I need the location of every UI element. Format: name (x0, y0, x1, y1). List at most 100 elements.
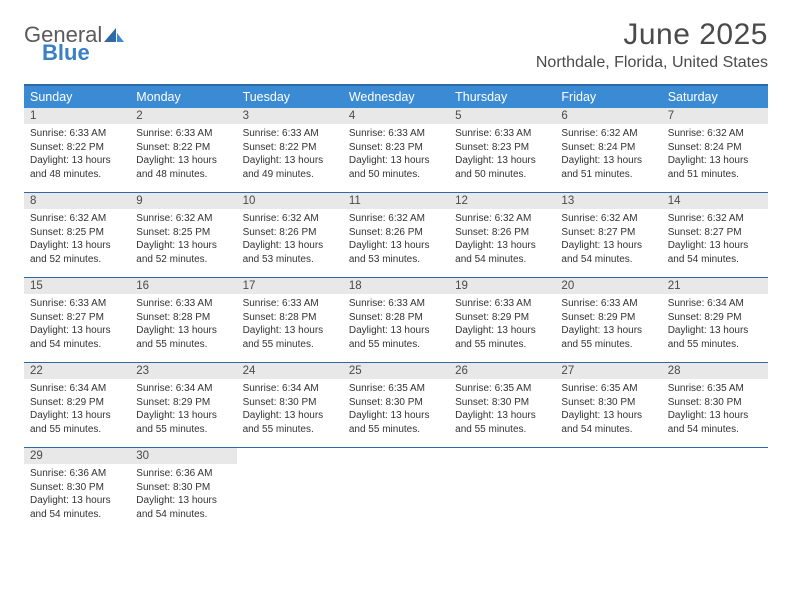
day-cell: 25Sunrise: 6:35 AMSunset: 8:30 PMDayligh… (343, 363, 449, 447)
week-row: 15Sunrise: 6:33 AMSunset: 8:27 PMDayligh… (24, 278, 768, 363)
day-cell: 26Sunrise: 6:35 AMSunset: 8:30 PMDayligh… (449, 363, 555, 447)
day-data: Sunrise: 6:32 AMSunset: 8:27 PMDaylight:… (662, 209, 768, 272)
day-cell: 3Sunrise: 6:33 AMSunset: 8:22 PMDaylight… (237, 108, 343, 192)
logo-sail-icon (104, 24, 124, 46)
sunset-text: Sunset: 8:28 PM (243, 311, 337, 325)
day-number: 13 (555, 193, 661, 209)
day-cell: 14Sunrise: 6:32 AMSunset: 8:27 PMDayligh… (662, 193, 768, 277)
day-data: Sunrise: 6:34 AMSunset: 8:29 PMDaylight:… (24, 379, 130, 442)
sunrise-text: Sunrise: 6:32 AM (561, 127, 655, 141)
day-data: Sunrise: 6:33 AMSunset: 8:29 PMDaylight:… (555, 294, 661, 357)
sunset-text: Sunset: 8:28 PM (136, 311, 230, 325)
day-number: 3 (237, 108, 343, 124)
sunset-text: Sunset: 8:30 PM (561, 396, 655, 410)
day-cell: 20Sunrise: 6:33 AMSunset: 8:29 PMDayligh… (555, 278, 661, 362)
day-data: Sunrise: 6:32 AMSunset: 8:27 PMDaylight:… (555, 209, 661, 272)
day-number: 5 (449, 108, 555, 124)
day-cell: 12Sunrise: 6:32 AMSunset: 8:26 PMDayligh… (449, 193, 555, 277)
day-cell: 28Sunrise: 6:35 AMSunset: 8:30 PMDayligh… (662, 363, 768, 447)
sunrise-text: Sunrise: 6:32 AM (668, 127, 762, 141)
sunset-text: Sunset: 8:26 PM (349, 226, 443, 240)
day-number: 16 (130, 278, 236, 294)
day-cell (662, 448, 768, 532)
day-data: Sunrise: 6:36 AMSunset: 8:30 PMDaylight:… (24, 464, 130, 527)
day-number: 9 (130, 193, 236, 209)
daylight-text: Daylight: 13 hours and 48 minutes. (136, 154, 230, 181)
sunrise-text: Sunrise: 6:34 AM (136, 382, 230, 396)
sunrise-text: Sunrise: 6:34 AM (30, 382, 124, 396)
day-data: Sunrise: 6:32 AMSunset: 8:24 PMDaylight:… (555, 124, 661, 187)
daylight-text: Daylight: 13 hours and 50 minutes. (455, 154, 549, 181)
sunrise-text: Sunrise: 6:36 AM (136, 467, 230, 481)
day-data: Sunrise: 6:32 AMSunset: 8:26 PMDaylight:… (237, 209, 343, 272)
daylight-text: Daylight: 13 hours and 55 minutes. (349, 409, 443, 436)
daylight-text: Daylight: 13 hours and 55 minutes. (455, 324, 549, 351)
daylight-text: Daylight: 13 hours and 55 minutes. (136, 324, 230, 351)
day-cell: 10Sunrise: 6:32 AMSunset: 8:26 PMDayligh… (237, 193, 343, 277)
day-data: Sunrise: 6:32 AMSunset: 8:26 PMDaylight:… (449, 209, 555, 272)
day-cell: 5 Sunrise: 6:33 AMSunset: 8:23 PMDaylight… (449, 108, 555, 192)
day-cell: 19Sunrise: 6:33 AMSunset: 8:29 PMDayligh… (449, 278, 555, 362)
day-number: 30 (130, 448, 236, 464)
day-cell (343, 448, 449, 532)
day-number: 19 (449, 278, 555, 294)
daylight-text: Daylight: 13 hours and 54 minutes. (30, 324, 124, 351)
sunset-text: Sunset: 8:22 PM (30, 141, 124, 155)
sunrise-text: Sunrise: 6:32 AM (136, 212, 230, 226)
day-number: 14 (662, 193, 768, 209)
day-number: 11 (343, 193, 449, 209)
day-number: 6 (555, 108, 661, 124)
day-number: 20 (555, 278, 661, 294)
day-cell: 24Sunrise: 6:34 AMSunset: 8:30 PMDayligh… (237, 363, 343, 447)
sunset-text: Sunset: 8:29 PM (561, 311, 655, 325)
week-row: 1Sunrise: 6:33 AMSunset: 8:22 PMDaylight… (24, 108, 768, 193)
day-data: Sunrise: 6:33 AMSunset: 8:22 PMDaylight:… (130, 124, 236, 187)
weekday-label: Sunday (24, 86, 130, 108)
day-number: 8 (24, 193, 130, 209)
sunset-text: Sunset: 8:23 PM (349, 141, 443, 155)
sunrise-text: Sunrise: 6:33 AM (455, 127, 549, 141)
day-number: 18 (343, 278, 449, 294)
day-cell: 30Sunrise: 6:36 AMSunset: 8:30 PMDayligh… (130, 448, 236, 532)
sunset-text: Sunset: 8:23 PM (455, 141, 549, 155)
sunrise-text: Sunrise: 6:33 AM (30, 297, 124, 311)
sunrise-text: Sunrise: 6:35 AM (668, 382, 762, 396)
day-cell: 9Sunrise: 6:32 AMSunset: 8:25 PMDaylight… (130, 193, 236, 277)
day-cell: 6Sunrise: 6:32 AMSunset: 8:24 PMDaylight… (555, 108, 661, 192)
day-data: Sunrise: 6:35 AMSunset: 8:30 PMDaylight:… (449, 379, 555, 442)
daylight-text: Daylight: 13 hours and 55 minutes. (30, 409, 124, 436)
day-cell: 29Sunrise: 6:36 AMSunset: 8:30 PMDayligh… (24, 448, 130, 532)
sunrise-text: Sunrise: 6:33 AM (136, 127, 230, 141)
day-cell: 18Sunrise: 6:33 AMSunset: 8:28 PMDayligh… (343, 278, 449, 362)
day-data: Sunrise: 6:36 AMSunset: 8:30 PMDaylight:… (130, 464, 236, 527)
day-cell (237, 448, 343, 532)
day-data: Sunrise: 6:33 AMSunset: 8:28 PMDaylight:… (237, 294, 343, 357)
day-number: 25 (343, 363, 449, 379)
weekday-label: Saturday (662, 86, 768, 108)
sunrise-text: Sunrise: 6:33 AM (561, 297, 655, 311)
sunset-text: Sunset: 8:30 PM (136, 481, 230, 495)
day-cell: 21Sunrise: 6:34 AMSunset: 8:29 PMDayligh… (662, 278, 768, 362)
day-cell: 15Sunrise: 6:33 AMSunset: 8:27 PMDayligh… (24, 278, 130, 362)
day-cell: 4Sunrise: 6:33 AMSunset: 8:23 PMDaylight… (343, 108, 449, 192)
sunrise-text: Sunrise: 6:33 AM (455, 297, 549, 311)
sunset-text: Sunset: 8:29 PM (455, 311, 549, 325)
daylight-text: Daylight: 13 hours and 55 minutes. (349, 324, 443, 351)
day-data: Sunrise: 6:33 AMSunset: 8:28 PMDaylight:… (130, 294, 236, 357)
day-data: Sunrise: 6:32 AMSunset: 8:26 PMDaylight:… (343, 209, 449, 272)
day-data: Sunrise: 6:33 AMSunset: 8:27 PMDaylight:… (24, 294, 130, 357)
daylight-text: Daylight: 13 hours and 54 minutes. (30, 494, 124, 521)
day-data: Sunrise: 6:33 AMSunset: 8:29 PMDaylight:… (449, 294, 555, 357)
sunset-text: Sunset: 8:27 PM (561, 226, 655, 240)
logo-text-2: Blue (42, 40, 90, 65)
weekday-label: Monday (130, 86, 236, 108)
sunset-text: Sunset: 8:30 PM (668, 396, 762, 410)
sunrise-text: Sunrise: 6:32 AM (455, 212, 549, 226)
sunset-text: Sunset: 8:30 PM (30, 481, 124, 495)
sunset-text: Sunset: 8:27 PM (30, 311, 124, 325)
daylight-text: Daylight: 13 hours and 50 minutes. (349, 154, 443, 181)
day-data: Sunrise: 6:35 AMSunset: 8:30 PMDaylight:… (662, 379, 768, 442)
daylight-text: Daylight: 13 hours and 55 minutes. (561, 324, 655, 351)
day-data: Sunrise: 6:34 AMSunset: 8:29 PMDaylight:… (130, 379, 236, 442)
daylight-text: Daylight: 13 hours and 54 minutes. (136, 494, 230, 521)
